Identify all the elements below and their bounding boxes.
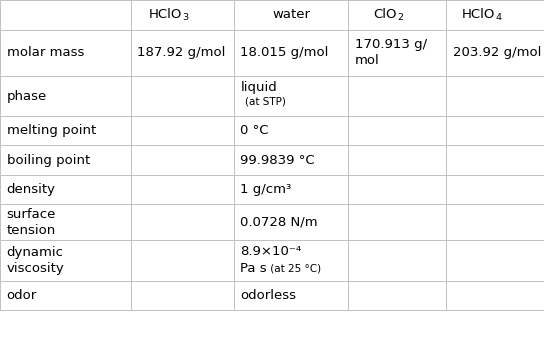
Text: dynamic
viscosity: dynamic viscosity bbox=[7, 246, 64, 275]
Text: melting point: melting point bbox=[7, 124, 96, 137]
Text: 3: 3 bbox=[182, 13, 188, 22]
Text: 203.92 g/mol: 203.92 g/mol bbox=[453, 46, 541, 59]
Text: liquid: liquid bbox=[240, 81, 277, 94]
Text: 0 °C: 0 °C bbox=[240, 124, 269, 137]
Text: HClO: HClO bbox=[462, 8, 495, 21]
Text: density: density bbox=[7, 183, 55, 196]
Text: odorless: odorless bbox=[240, 289, 296, 302]
Text: (at STP): (at STP) bbox=[245, 97, 286, 107]
Text: 4: 4 bbox=[495, 13, 501, 22]
Text: ClO: ClO bbox=[374, 8, 397, 21]
Text: Pa s: Pa s bbox=[240, 262, 267, 275]
Text: 8.9×10⁻⁴: 8.9×10⁻⁴ bbox=[240, 246, 301, 258]
Text: 2: 2 bbox=[397, 13, 403, 22]
Text: 187.92 g/mol: 187.92 g/mol bbox=[137, 46, 225, 59]
Text: (at 25 °C): (at 25 °C) bbox=[267, 264, 320, 274]
Text: boiling point: boiling point bbox=[7, 154, 90, 167]
Text: odor: odor bbox=[7, 289, 37, 302]
Text: surface
tension: surface tension bbox=[7, 208, 56, 237]
Text: 0.0728 N/m: 0.0728 N/m bbox=[240, 216, 318, 229]
Text: HClO: HClO bbox=[149, 8, 182, 21]
Text: water: water bbox=[272, 8, 310, 21]
Text: 18.015 g/mol: 18.015 g/mol bbox=[240, 46, 329, 59]
Text: 99.9839 °C: 99.9839 °C bbox=[240, 154, 315, 167]
Text: 1 g/cm³: 1 g/cm³ bbox=[240, 183, 292, 196]
Text: phase: phase bbox=[7, 90, 47, 103]
Text: 170.913 g/
mol: 170.913 g/ mol bbox=[355, 39, 427, 67]
Text: molar mass: molar mass bbox=[7, 46, 84, 59]
